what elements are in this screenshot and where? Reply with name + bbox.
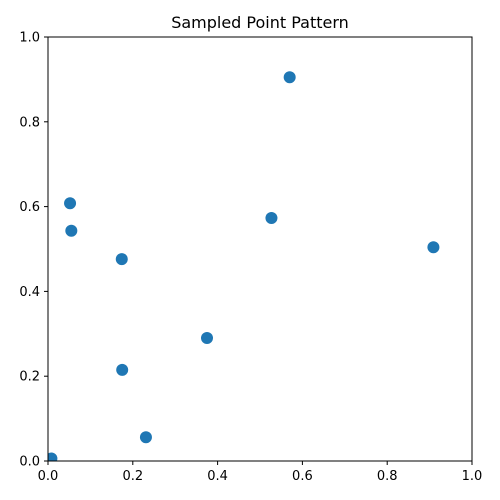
points-layer (48, 71, 440, 461)
x-tick-label: 0.6 (292, 469, 313, 484)
x-tick-label: 0.4 (207, 469, 228, 484)
scatter-point (427, 241, 440, 254)
scatter-point (64, 197, 77, 210)
y-tick-label: 0.2 (19, 370, 40, 385)
plot-frame (47, 36, 473, 462)
x-tick-label: 0.2 (122, 469, 143, 484)
y-tick-label: 0.6 (19, 200, 40, 215)
scatter-point (139, 431, 152, 444)
y-tick-label: 1.0 (19, 31, 40, 46)
scatter-point (283, 71, 296, 84)
x-axis: 0.0 0.2 0.4 0.6 0.8 1.0 (38, 461, 483, 484)
x-tick-label: 0.0 (38, 469, 59, 484)
scatter-point (65, 224, 78, 237)
scatter-point (265, 212, 278, 225)
y-tick-label: 0.8 (19, 115, 40, 130)
y-tick-label: 0.0 (19, 455, 40, 470)
x-tick-label: 1.0 (462, 469, 483, 484)
x-tick-label: 0.8 (377, 469, 398, 484)
scatter-point (201, 332, 213, 345)
scatter-point (116, 363, 129, 376)
scatter-point (48, 452, 58, 461)
y-axis: 0.0 0.2 0.4 0.6 0.8 1.0 (19, 31, 48, 470)
chart-title: Sampled Point Pattern (171, 13, 349, 32)
y-tick-label: 0.4 (19, 285, 40, 300)
scatter-point (115, 253, 128, 266)
